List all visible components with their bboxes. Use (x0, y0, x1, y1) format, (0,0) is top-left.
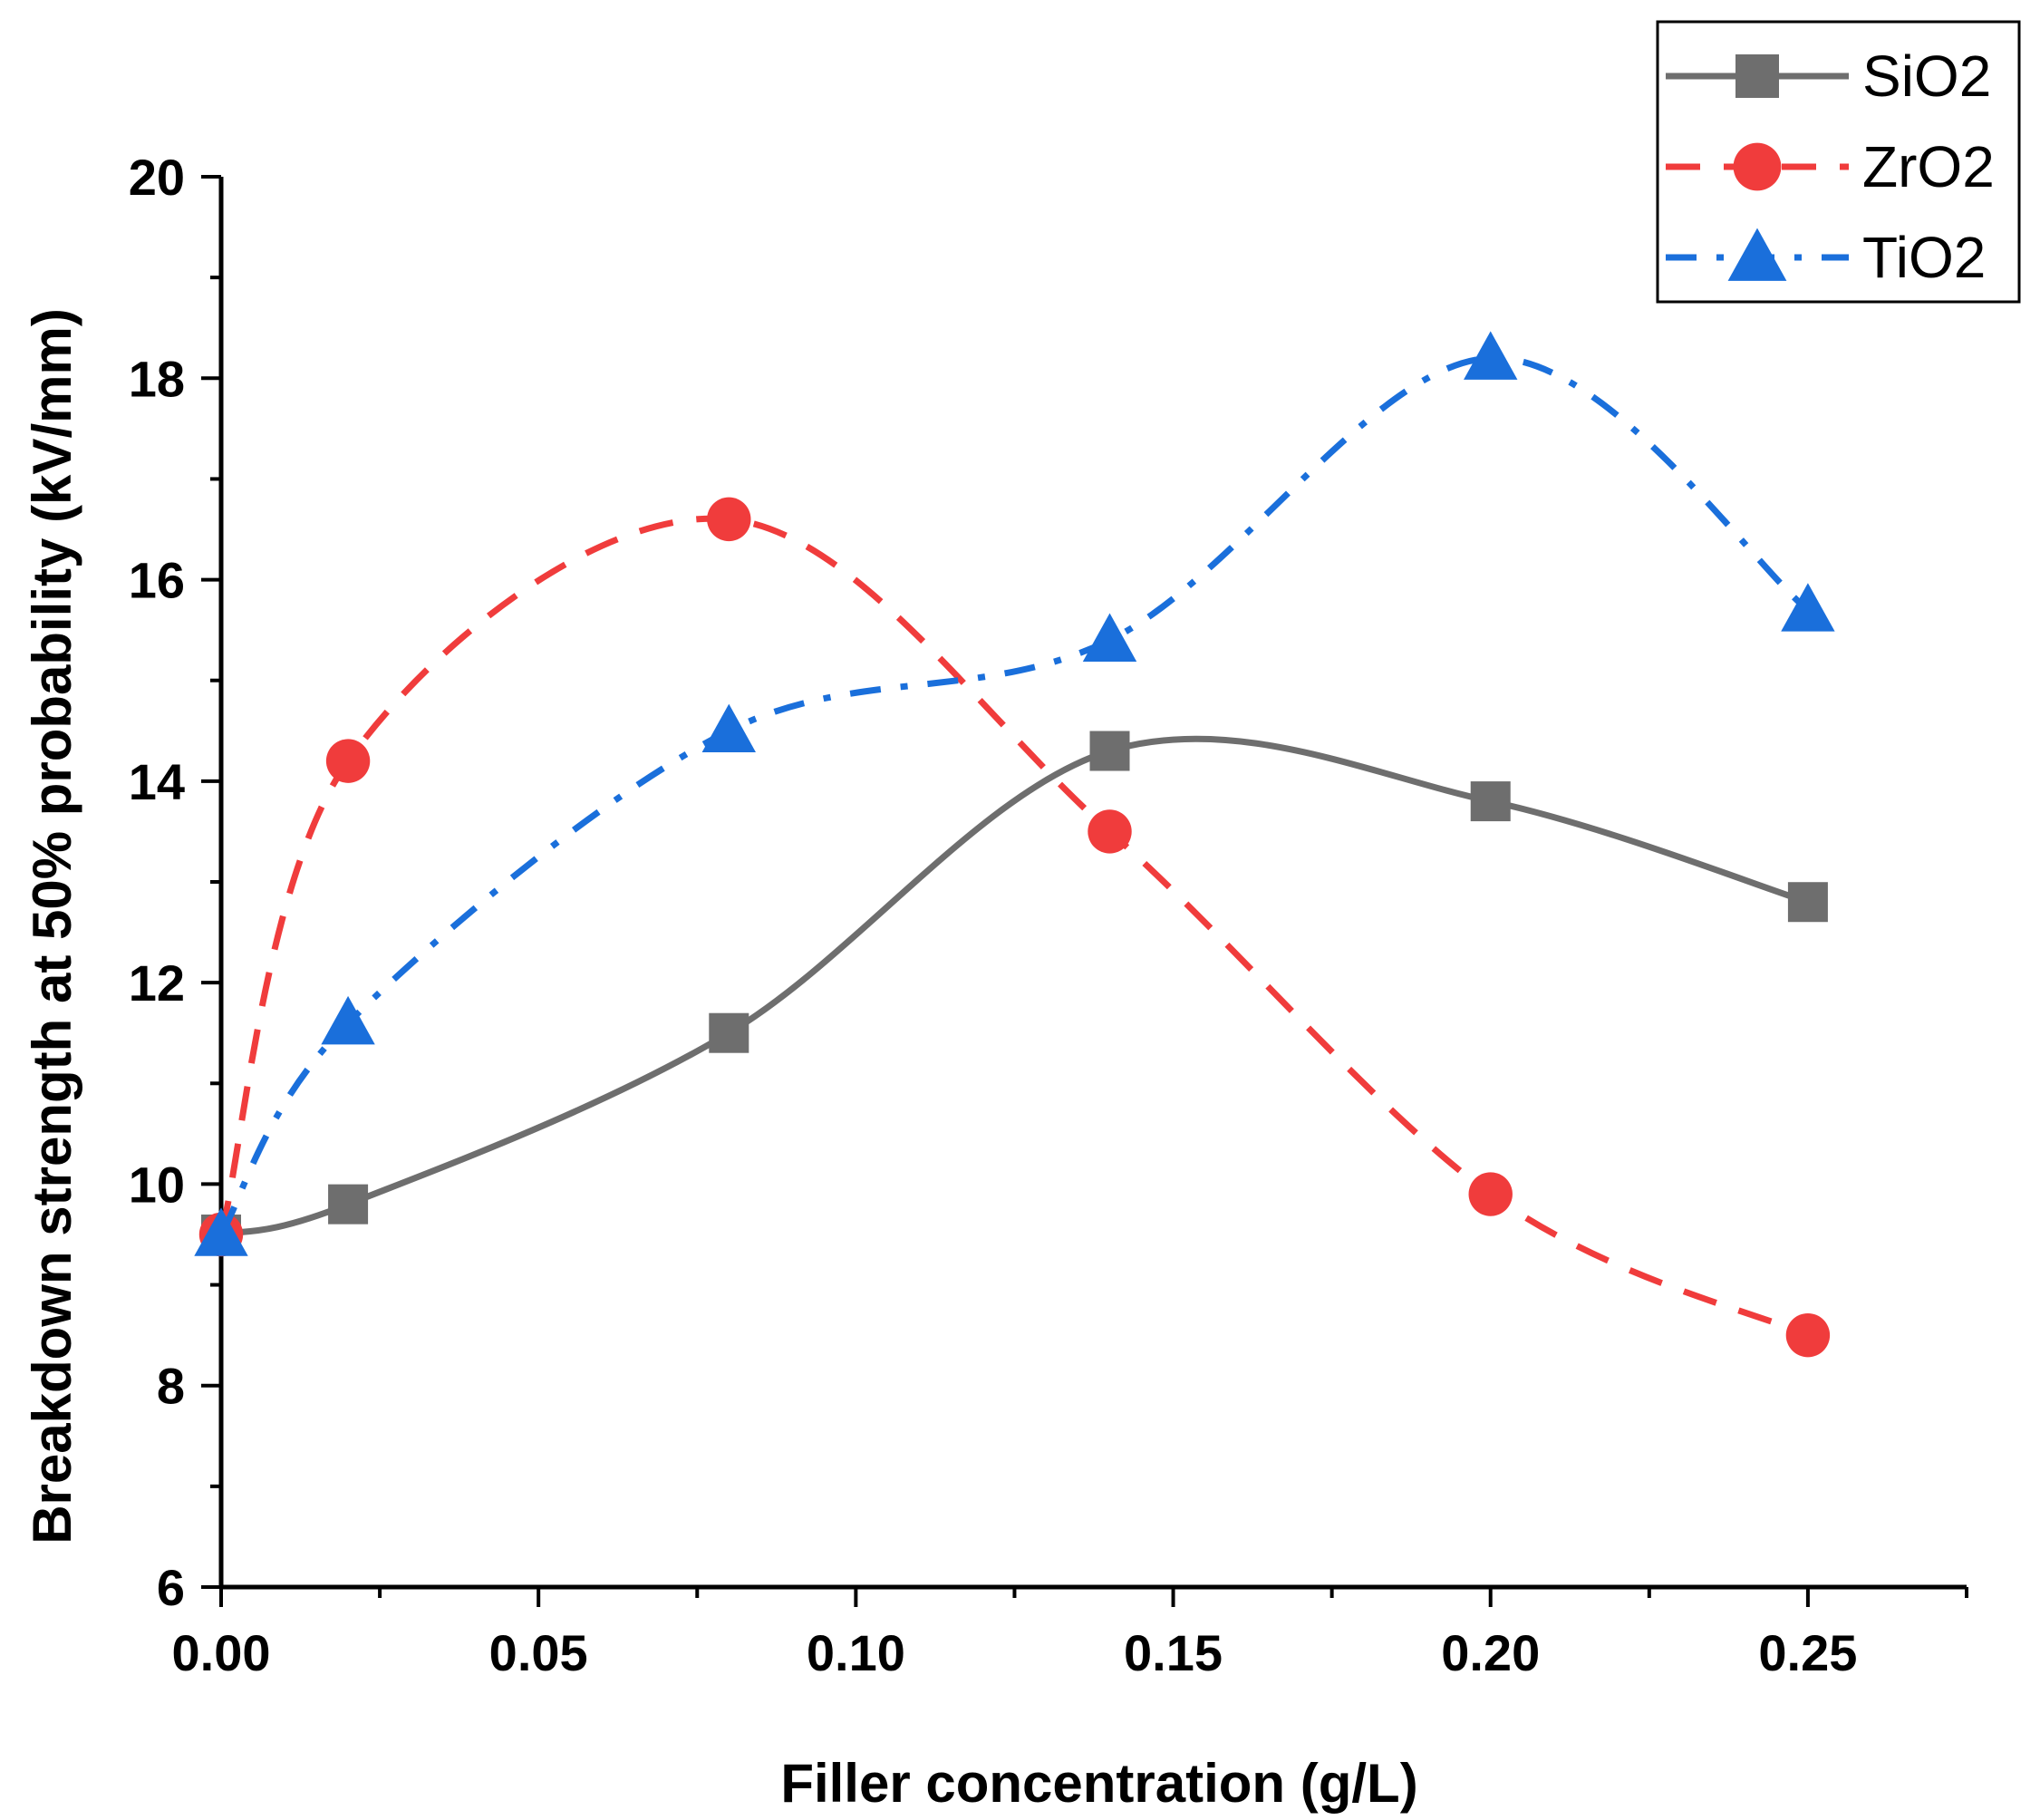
y-tick-label: 16 (129, 552, 185, 609)
data-point (194, 1207, 248, 1256)
y-tick-label: 10 (129, 1156, 185, 1213)
y-tick-label: 12 (129, 954, 185, 1012)
legend-marker (1727, 228, 1787, 281)
y-tick-label: 20 (129, 149, 185, 206)
axes: 0.00 0.05 0.10 0.15 0.20 0.25 6 8 10 12 14 16 18 20 (129, 149, 1968, 1681)
legend: SiO2 ZrO2 TiO2 (1656, 20, 2021, 304)
legend-label: SiO2 (1862, 44, 1991, 109)
x-tick-label: 0.00 (172, 1624, 271, 1681)
y-axis-title: Breakdown strength at 50% probability (k… (22, 308, 82, 1544)
series-sio2 (201, 731, 1828, 1254)
data-point (1470, 781, 1511, 822)
y-tick-label: 14 (129, 753, 185, 810)
data-point (1089, 731, 1130, 771)
data-point (1088, 809, 1132, 854)
data-point (1781, 583, 1835, 632)
y-tick-label: 18 (129, 350, 185, 407)
y-tick-label: 6 (157, 1559, 185, 1616)
series-zro2 (198, 497, 1831, 1358)
x-tick-label: 0.25 (1758, 1624, 1857, 1681)
x-axis-title: Filler concentration (g/L) (780, 1753, 1417, 1814)
x-tick-label: 0.10 (807, 1624, 905, 1681)
legend-marker (1733, 142, 1782, 191)
legend-label: ZrO2 (1862, 134, 1995, 199)
series-line (218, 515, 1810, 1339)
data-point (1787, 882, 1828, 923)
data-point (1082, 613, 1137, 663)
data-point (1785, 1312, 1831, 1358)
plot-area (194, 331, 1835, 1358)
data-point (325, 739, 371, 783)
series-line (220, 735, 1809, 1238)
legend-label: TiO2 (1862, 225, 1986, 290)
x-tick-label: 0.20 (1441, 1624, 1540, 1681)
x-tick-label: 0.05 (489, 1624, 588, 1681)
data-point (321, 995, 375, 1045)
legend-marker (1735, 54, 1779, 98)
series-tio2 (194, 331, 1835, 1256)
data-point (1468, 1172, 1513, 1216)
data-point (1464, 331, 1518, 380)
data-point (328, 1184, 369, 1225)
y-tick-label: 8 (157, 1358, 185, 1415)
series-line (218, 354, 1811, 1236)
data-point (709, 1012, 749, 1053)
x-tick-label: 0.15 (1124, 1624, 1223, 1681)
data-point (701, 703, 756, 753)
data-point (707, 497, 751, 542)
